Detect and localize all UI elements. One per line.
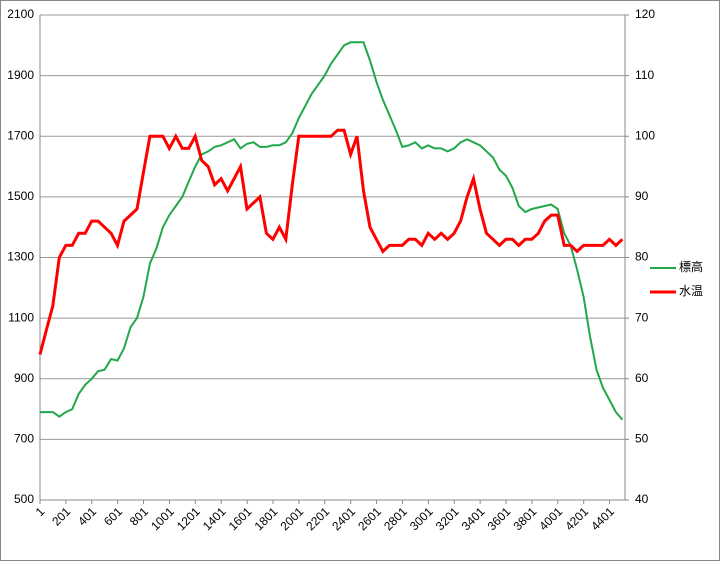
y-tick-label: 2100 xyxy=(7,7,34,21)
y-tick-label: 1100 xyxy=(8,310,34,324)
y2-tick-label: 60 xyxy=(635,371,649,385)
y-tick-label: 1300 xyxy=(7,250,34,264)
y-tick-label: 1900 xyxy=(7,68,34,82)
y2-tick-label: 50 xyxy=(635,432,649,446)
y2-tick-label: 40 xyxy=(635,492,649,506)
y-tick-label: 1500 xyxy=(7,189,34,203)
y2-tick-label: 100 xyxy=(635,128,655,142)
y2-tick-label: 110 xyxy=(635,68,654,82)
line-series xyxy=(40,41,624,421)
line-series xyxy=(38,128,624,355)
y-tick-label: 1700 xyxy=(7,128,34,142)
y2-tick-label: 70 xyxy=(635,310,649,324)
legend-label: 標高 xyxy=(679,259,703,274)
y2-tick-label: 90 xyxy=(635,189,649,203)
y-tick-label: 900 xyxy=(14,371,34,385)
y2-tick-label: 120 xyxy=(635,7,655,21)
y2-tick-label: 80 xyxy=(635,250,649,264)
y-tick-label: 700 xyxy=(14,432,34,446)
y-tick-label: 500 xyxy=(14,492,34,506)
legend-label: 水温 xyxy=(679,284,703,298)
